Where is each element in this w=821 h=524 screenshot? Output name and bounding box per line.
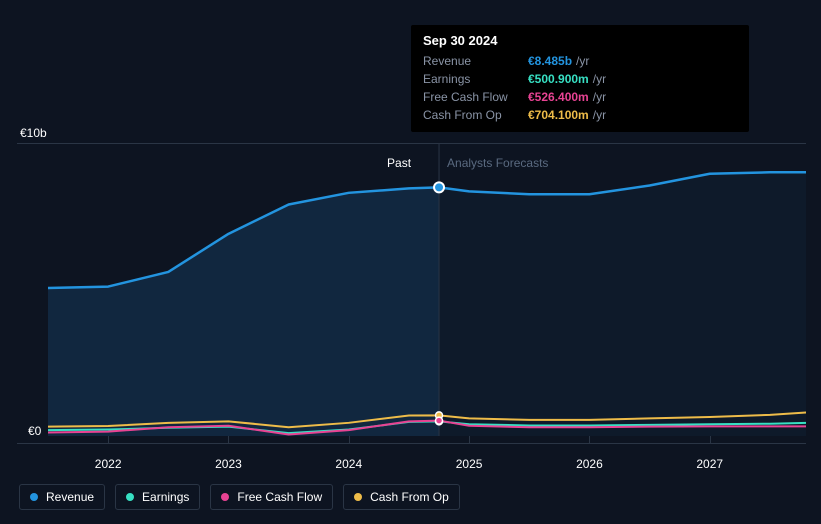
x-tick: 2023: [215, 457, 242, 471]
legend-item-cash-from-op[interactable]: Cash From Op: [343, 484, 460, 510]
chart-tooltip: Sep 30 2024 Revenue€8.485b/yrEarnings€50…: [411, 25, 749, 132]
legend-dot-icon: [30, 493, 38, 501]
legend-item-earnings[interactable]: Earnings: [115, 484, 200, 510]
legend-dot-icon: [126, 493, 134, 501]
x-axis-line: [17, 443, 806, 444]
region-past-label: Past: [387, 156, 411, 170]
tooltip-row: Revenue€8.485b/yr: [423, 52, 737, 70]
tooltip-row: Free Cash Flow€526.400m/yr: [423, 88, 737, 106]
tooltip-title: Sep 30 2024: [423, 33, 737, 48]
chart-legend: Revenue Earnings Free Cash Flow Cash From O…: [19, 484, 460, 510]
legend-label: Earnings: [142, 490, 189, 504]
region-forecast-label: Analysts Forecasts: [447, 156, 548, 170]
legend-dot-icon: [354, 493, 362, 501]
plot-area[interactable]: [48, 143, 806, 443]
legend-item-free-cash-flow[interactable]: Free Cash Flow: [210, 484, 333, 510]
x-tick: 2027: [696, 457, 723, 471]
x-tick: 2024: [335, 457, 362, 471]
legend-item-revenue[interactable]: Revenue: [19, 484, 105, 510]
legend-dot-icon: [221, 493, 229, 501]
x-tick: 2026: [576, 457, 603, 471]
legend-label: Revenue: [46, 490, 94, 504]
x-tick: 2022: [95, 457, 122, 471]
y-axis-bottom-label: €0: [28, 424, 41, 438]
x-tick: 2025: [456, 457, 483, 471]
tooltip-row: Earnings€500.900m/yr: [423, 70, 737, 88]
legend-label: Cash From Op: [370, 490, 449, 504]
forecast-chart: €10b €0 Past Analysts Forecasts 2022 2023…: [0, 0, 821, 524]
y-axis-top-label: €10b: [20, 126, 47, 140]
tooltip-row: Cash From Op€704.100m/yr: [423, 106, 737, 124]
legend-label: Free Cash Flow: [237, 490, 322, 504]
